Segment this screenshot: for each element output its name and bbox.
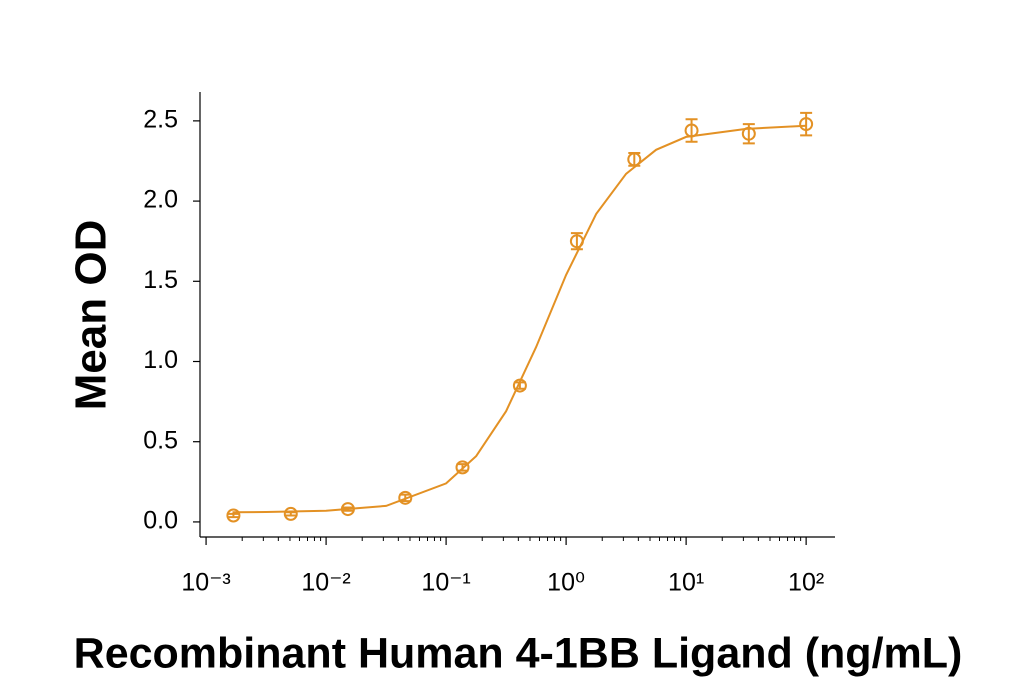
error-bar (227, 512, 240, 519)
data-point (569, 234, 584, 249)
y-tick-label: 0.0 (143, 507, 178, 535)
x-tick-label: 10⁰ (547, 569, 585, 597)
y-tick-label: 0.5 (143, 426, 178, 454)
error-bar (513, 381, 526, 390)
data-point (226, 508, 241, 523)
error-bar (685, 118, 698, 143)
data-point (340, 502, 355, 517)
y-tick-label: 2.0 (143, 186, 178, 214)
data-point (512, 378, 527, 393)
x-tick-label: 10¹ (668, 569, 704, 597)
y-axis-label: Mean OD (67, 220, 116, 411)
data-point (627, 152, 642, 167)
x-tick-label: 10² (788, 569, 824, 597)
data-point (799, 117, 814, 132)
x-tick-label: 10⁻¹ (421, 569, 470, 597)
fit-curve (232, 124, 807, 514)
error-bar (456, 463, 469, 472)
data-point (398, 490, 413, 505)
data-point (741, 126, 756, 141)
y-tick-label: 1.5 (143, 266, 178, 294)
x-tick-label: 10⁻² (301, 569, 350, 597)
error-bar (284, 511, 297, 517)
y-tick-label: 2.5 (143, 105, 178, 133)
y-tick-label: 1.0 (143, 346, 178, 374)
data-point (684, 123, 699, 138)
x-axis-label: Recombinant Human 4-1BB Ligand (ng/mL) (74, 629, 963, 677)
data-point (283, 506, 298, 521)
error-bar (341, 506, 354, 512)
error-bar (800, 111, 813, 137)
data-point (455, 460, 470, 475)
x-tick-label: 10⁻³ (181, 569, 230, 597)
